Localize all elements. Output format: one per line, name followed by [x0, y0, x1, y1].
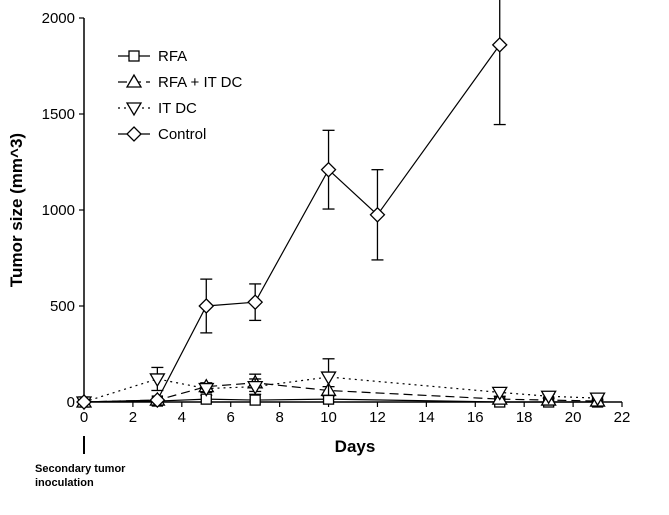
legend-label: RFA — [158, 48, 187, 65]
series-layer — [75, 0, 606, 411]
diamond-marker — [198, 298, 215, 314]
x-tick-label: 14 — [418, 409, 435, 426]
x-axis-label: Days — [335, 437, 376, 456]
triangle-down-marker — [540, 390, 557, 405]
legend-label: RFA + IT DC — [158, 74, 242, 91]
annotation-text: inoculation — [35, 477, 94, 489]
triangle-down-marker — [589, 392, 606, 407]
series-control — [76, 0, 508, 410]
x-tick-label: 6 — [227, 409, 235, 426]
legend-item: Control — [118, 126, 206, 143]
x-tick-label: 8 — [275, 409, 283, 426]
legend: RFA RFA + IT DC IT DC Control — [118, 48, 242, 143]
legend-label: IT DC — [158, 100, 197, 117]
series-line — [83, 382, 598, 403]
y-tick-label: 0 — [67, 394, 75, 411]
triangle-down-marker — [149, 373, 166, 388]
diamond-marker — [149, 392, 166, 408]
axes: 0 500 1000 1500 2000 0 2 4 6 8 10 12 14 16 18 20 22 — [42, 10, 631, 426]
triangle-down-marker — [247, 380, 264, 395]
x-tick-label: 10 — [320, 409, 337, 426]
x-tick-label: 18 — [516, 409, 533, 426]
x-tick-label: 16 — [467, 409, 484, 426]
y-tick-label: 2000 — [42, 10, 75, 27]
legend-item: IT DC — [118, 100, 197, 117]
legend-item: RFA — [118, 48, 187, 65]
x-tick-label: 22 — [614, 409, 631, 426]
diamond-marker — [126, 126, 142, 142]
y-axis-label: Tumor size (mm^3) — [7, 133, 26, 287]
legend-label: Control — [158, 126, 206, 143]
diamond-marker — [320, 161, 337, 178]
diamond-marker — [369, 206, 386, 223]
x-tick-label: 20 — [565, 409, 582, 426]
x-tick-label: 12 — [369, 409, 386, 426]
diamond-marker — [76, 394, 92, 410]
series-line — [83, 376, 598, 403]
series-line — [83, 398, 598, 403]
diamond-marker — [247, 294, 264, 311]
annotation-text: Secondary tumor — [35, 463, 126, 475]
triangle-down-marker — [198, 382, 215, 397]
x-tick-label: 0 — [80, 409, 88, 426]
triangle-down-marker — [125, 102, 143, 117]
triangle-down-marker — [320, 371, 337, 386]
diamond-marker — [491, 36, 508, 53]
triangle-up-marker — [125, 73, 143, 88]
square-marker — [249, 394, 261, 406]
legend-item: RFA + IT DC — [118, 73, 242, 91]
y-tick-label: 500 — [50, 298, 75, 315]
y-tick-label: 1000 — [42, 202, 75, 219]
square-marker — [128, 50, 140, 62]
y-tick-label: 1500 — [42, 106, 75, 123]
annotation: Secondary tumor inoculation — [35, 436, 126, 489]
x-tick-label: 2 — [129, 409, 137, 426]
x-tick-label: 4 — [178, 409, 186, 426]
triangle-down-marker — [491, 386, 508, 401]
series-line — [83, 44, 501, 403]
